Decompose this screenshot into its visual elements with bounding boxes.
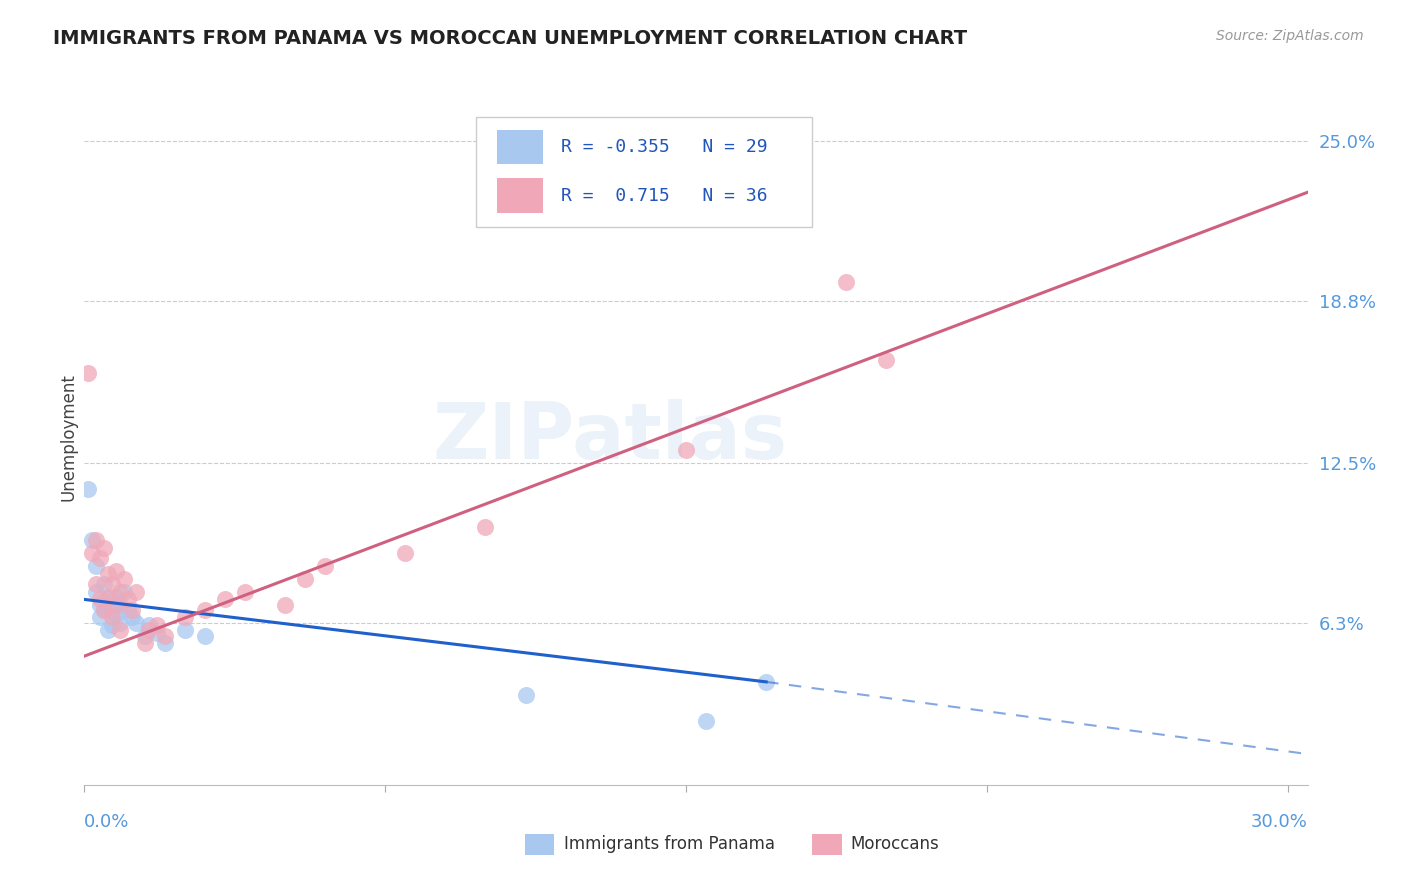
Bar: [813, 834, 842, 855]
Text: Source: ZipAtlas.com: Source: ZipAtlas.com: [1216, 29, 1364, 44]
Point: [117, 603, 139, 617]
Bar: [496, 178, 543, 213]
Text: IMMIGRANTS FROM PANAMA VS MOROCCAN UNEMPLOYMENT CORRELATION CHART: IMMIGRANTS FROM PANAMA VS MOROCCAN UNEMP…: [53, 29, 967, 48]
Point: [86, 533, 108, 548]
Point: [97, 624, 120, 638]
Point: [93, 541, 115, 555]
Point: [515, 688, 537, 702]
Point: [134, 628, 156, 642]
Point: [875, 352, 897, 367]
Point: [173, 624, 195, 638]
Point: [233, 584, 256, 599]
Point: [153, 628, 176, 642]
Point: [125, 615, 148, 630]
Point: [194, 603, 217, 617]
Point: [110, 624, 132, 638]
Point: [835, 276, 858, 290]
Bar: [496, 129, 543, 164]
Bar: [524, 834, 554, 855]
Point: [394, 546, 416, 560]
Point: [77, 366, 100, 380]
Point: [110, 584, 132, 599]
Point: [110, 598, 132, 612]
Point: [173, 610, 195, 624]
Point: [145, 618, 167, 632]
Point: [86, 558, 108, 573]
Point: [110, 615, 132, 630]
Text: Moroccans: Moroccans: [851, 835, 939, 853]
Point: [101, 618, 124, 632]
Point: [194, 628, 217, 642]
Point: [93, 603, 115, 617]
Point: [93, 577, 115, 591]
Text: 30.0%: 30.0%: [1251, 813, 1308, 830]
Point: [105, 598, 128, 612]
Point: [755, 674, 778, 689]
Point: [105, 564, 128, 578]
Point: [82, 533, 104, 548]
Point: [101, 577, 124, 591]
Point: [114, 572, 136, 586]
Point: [82, 546, 104, 560]
Text: 0.0%: 0.0%: [84, 813, 129, 830]
Point: [138, 624, 160, 638]
Point: [97, 566, 120, 581]
Point: [89, 551, 111, 566]
Point: [121, 603, 143, 617]
Point: [77, 482, 100, 496]
Point: [101, 610, 124, 624]
Point: [138, 618, 160, 632]
Point: [274, 598, 297, 612]
Text: R = -0.355   N = 29: R = -0.355 N = 29: [561, 138, 768, 156]
Y-axis label: Unemployment: Unemployment: [59, 373, 77, 501]
Point: [675, 442, 697, 457]
Point: [117, 592, 139, 607]
Point: [134, 636, 156, 650]
Point: [153, 636, 176, 650]
Point: [89, 592, 111, 607]
Point: [97, 592, 120, 607]
Point: [93, 603, 115, 617]
Point: [86, 584, 108, 599]
Point: [89, 598, 111, 612]
Point: [695, 714, 717, 728]
Point: [214, 592, 236, 607]
Point: [145, 626, 167, 640]
Point: [474, 520, 496, 534]
Point: [89, 610, 111, 624]
Point: [121, 610, 143, 624]
Point: [97, 590, 120, 604]
Point: [105, 607, 128, 622]
Text: ZIPatlas: ZIPatlas: [433, 399, 787, 475]
Point: [101, 603, 124, 617]
Point: [114, 584, 136, 599]
Text: Immigrants from Panama: Immigrants from Panama: [564, 835, 775, 853]
FancyBboxPatch shape: [475, 117, 813, 227]
Point: [105, 590, 128, 604]
Point: [314, 558, 336, 573]
Point: [125, 584, 148, 599]
Point: [86, 577, 108, 591]
Text: R =  0.715   N = 36: R = 0.715 N = 36: [561, 186, 768, 204]
Point: [294, 572, 316, 586]
